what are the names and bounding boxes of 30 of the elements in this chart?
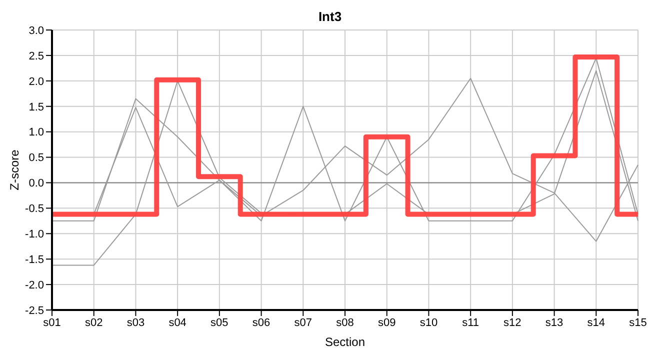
x-tick-label: s05: [210, 316, 228, 329]
x-tick-label: s06: [252, 316, 270, 329]
y-tick-label: -2.0: [25, 279, 44, 292]
x-tick-label: s10: [420, 316, 438, 329]
x-tick-label: s03: [126, 316, 145, 329]
x-tick-label: s11: [462, 316, 480, 329]
x-tick-label: s14: [587, 316, 606, 329]
x-tick-label: s15: [629, 316, 647, 329]
y-tick-label: 2.0: [28, 76, 44, 88]
x-tick-label: s01: [43, 316, 61, 329]
y-tick-label: 1.5: [28, 101, 44, 114]
x-tick-label: s13: [545, 316, 564, 329]
x-axis-title: Section: [324, 335, 366, 349]
y-tick-label: -1.5: [25, 254, 44, 266]
x-tick-label: s09: [378, 316, 396, 329]
x-tick-label: s02: [84, 316, 103, 329]
chart-title: Int3: [317, 8, 343, 26]
x-tick-label: s12: [504, 316, 522, 329]
y-tick-label: -0.5: [25, 203, 44, 216]
x-tick-label: s04: [168, 316, 186, 329]
y-axis-title: Z-score: [7, 149, 22, 190]
y-tick-label: -1.0: [25, 228, 44, 241]
y-tick-label: -2.5: [25, 304, 44, 317]
y-tick-label: 3.0: [28, 24, 44, 37]
x-tick-label: s08: [336, 316, 354, 329]
y-tick-label: 2.5: [28, 50, 44, 62]
y-tick-label: 0.5: [28, 152, 44, 164]
y-tick-label: 1.0: [28, 126, 44, 139]
y-tick-label: 0.0: [28, 178, 44, 190]
x-tick-label: s07: [294, 316, 312, 329]
